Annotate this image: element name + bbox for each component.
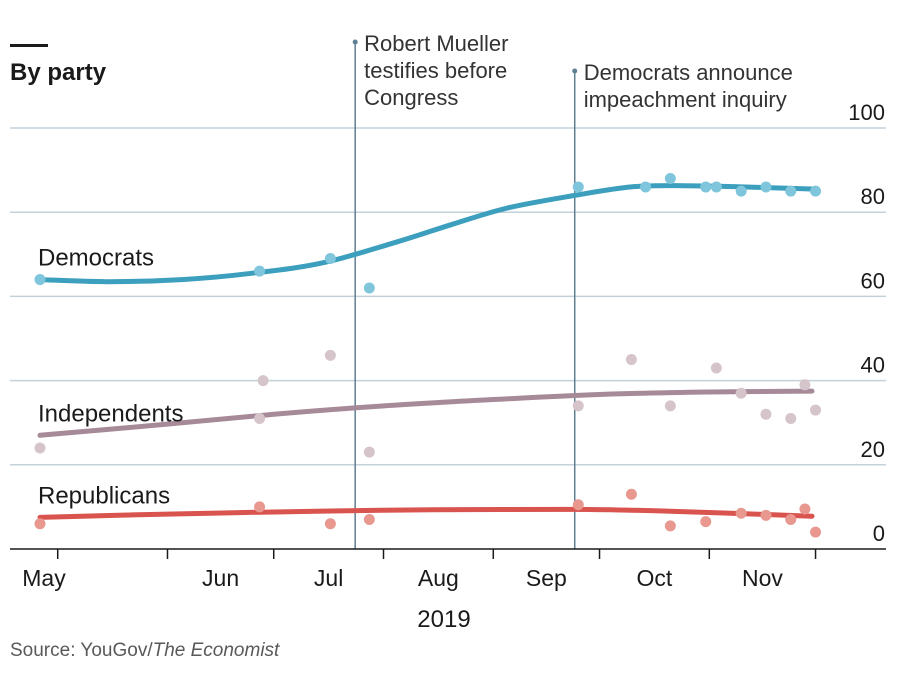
x-tick-label: May (22, 565, 66, 591)
republicans-point (664, 520, 676, 532)
x-axis-label: 2019 (417, 606, 470, 633)
independents-point (799, 379, 811, 391)
democrats-point (700, 181, 712, 193)
gridlines (10, 127, 886, 466)
y-tick-label: 0 (873, 521, 885, 546)
democrats-point (760, 181, 772, 193)
independents-point (664, 400, 676, 412)
republicans-point (760, 509, 772, 521)
y-tick-labels: 0 20 40 60 80 100 (848, 100, 885, 546)
republicans-point (785, 514, 797, 526)
democrats-point (254, 265, 266, 277)
independents-point (785, 412, 797, 424)
republicans-point (254, 501, 266, 513)
independents-point (710, 362, 722, 374)
independents-point (572, 400, 584, 412)
independents-point (625, 354, 637, 366)
independents-point (363, 446, 375, 458)
democrats-label: Democrats (38, 245, 154, 272)
x-tick-label: Sep (526, 565, 567, 591)
independents-point (254, 412, 266, 424)
x-tick-label: Aug (418, 565, 459, 591)
democrats-point (810, 185, 822, 197)
independents-point (735, 387, 747, 399)
y-tick-label: 60 (861, 268, 885, 293)
democrats-point (640, 181, 652, 193)
democrats-point (363, 282, 375, 294)
chart-title: By party (10, 59, 107, 86)
source-publication: The Economist (152, 640, 280, 661)
independents-label: Independents (38, 400, 183, 427)
independents-point (34, 442, 46, 454)
republicans-point (34, 518, 46, 530)
x-tick-label: Oct (637, 565, 673, 591)
data-points (34, 173, 822, 538)
y-tick-label: 40 (861, 353, 885, 378)
democrats-point (34, 274, 46, 286)
event-annotation-line: Robert Mueller (364, 31, 508, 56)
event-annotation-line: impeachment inquiry (584, 87, 787, 112)
independents-point (810, 404, 822, 416)
republicans-point (324, 518, 336, 530)
democrats-point (664, 173, 676, 185)
series-labels: Democrats Independents Republicans (38, 245, 183, 510)
event-marker (572, 68, 578, 74)
x-tick-label: Jun (202, 565, 239, 591)
source-note: Source: YouGov/The Economist (10, 640, 279, 662)
y-tick-label: 80 (861, 184, 885, 209)
chart-header: By party (10, 44, 107, 86)
independents-point (324, 349, 336, 361)
democrats-point (710, 181, 722, 193)
independents-trend-line (37, 388, 815, 438)
y-tick-label: 100 (848, 100, 885, 125)
democrats-point (785, 185, 797, 197)
x-axis: May Jun Jul Aug Sep Oct Nov 2019 (10, 548, 886, 633)
democrats-point (572, 181, 584, 193)
event-annotation-line: Congress (364, 85, 458, 110)
x-tick-label: Jul (314, 565, 343, 591)
event-marker (352, 39, 358, 45)
democrats-point (735, 185, 747, 197)
x-tick-label: Nov (742, 565, 783, 591)
republicans-point (810, 526, 822, 538)
republicans-label: Republicans (38, 482, 170, 509)
republicans-trend-line (37, 506, 815, 520)
republicans-point (799, 503, 811, 515)
republicans-point (735, 507, 747, 519)
y-tick-label: 20 (861, 437, 885, 462)
trend-lines (37, 183, 815, 520)
source-prefix: Source: YouGov/ (10, 640, 153, 661)
republicans-point (625, 488, 637, 500)
republicans-point (700, 516, 712, 528)
democrats-point (324, 253, 336, 265)
independents-point (760, 408, 772, 420)
republicans-point (572, 499, 584, 511)
republicans-point (363, 514, 375, 526)
event-annotation-line: testifies before (364, 58, 507, 83)
democrats-trend-line (37, 183, 815, 285)
event-annotation-line: Democrats announce (584, 60, 793, 85)
independents-point (257, 375, 269, 387)
title-rule (10, 44, 48, 47)
